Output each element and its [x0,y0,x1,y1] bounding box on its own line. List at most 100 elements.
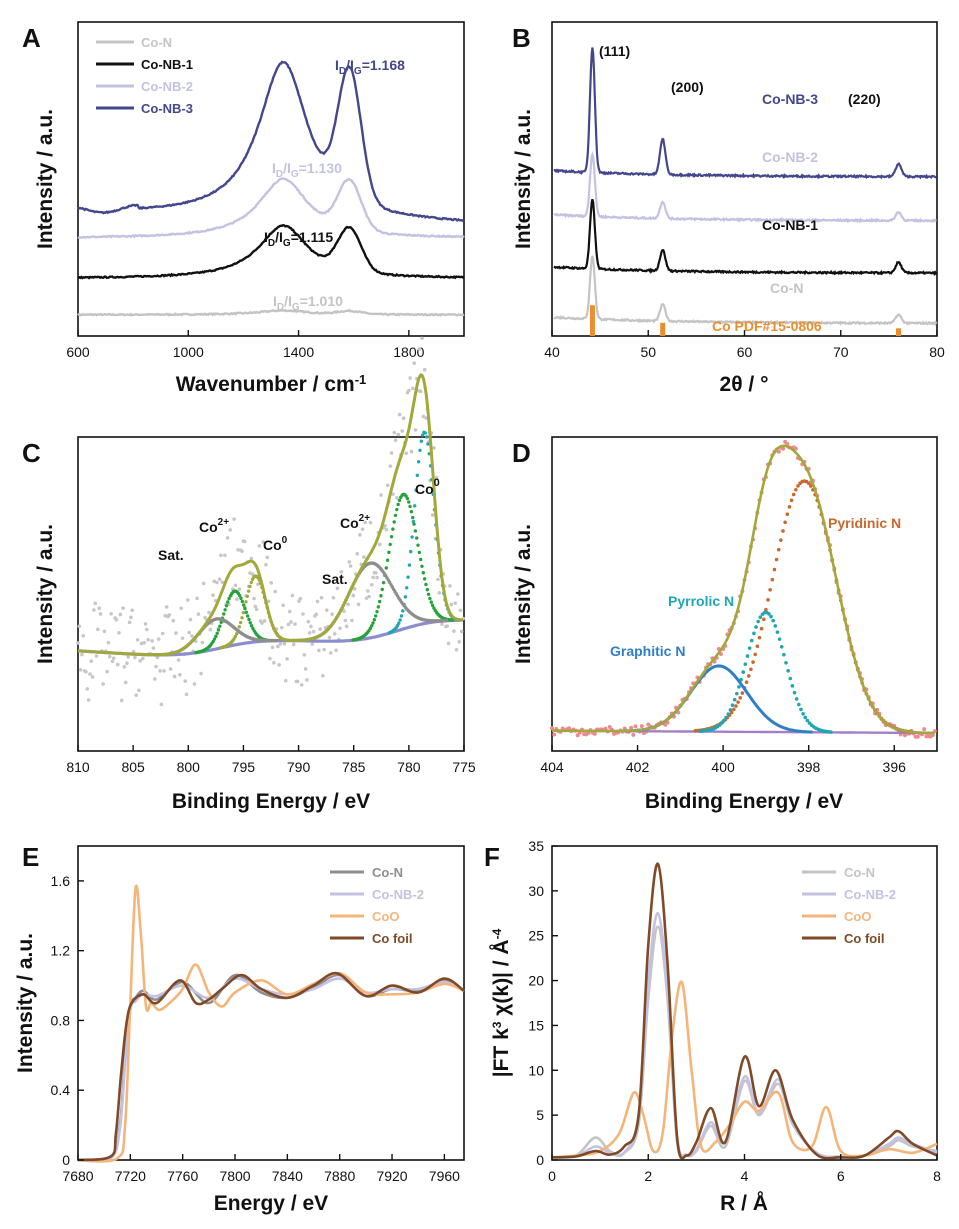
raw-point [370,583,374,587]
raw-point [125,661,129,666]
panel-a-curves [77,60,465,317]
raw-point [421,414,426,419]
raw-point [196,612,201,616]
raw-point [355,551,360,556]
panel-a-label: A [22,23,41,53]
panel-c-label: C [22,438,41,468]
raw-point [383,524,387,528]
raw-point [262,619,267,623]
raw-point [413,428,418,432]
panel-f-y-tick-label: 35 [528,838,544,854]
raw-point [77,624,82,629]
panel-e-x-tick-label: 7880 [324,1168,355,1184]
xanes-line-1 [77,977,465,1163]
component-dot [406,575,410,579]
component-dot [430,603,435,608]
raw-point [322,647,326,652]
panel-e-x-tick-label: 7720 [115,1168,146,1184]
component-dot [428,596,432,601]
component-dot [764,607,768,612]
component-dot [226,600,230,604]
component-dot [377,599,382,604]
component-dot [239,596,243,601]
pdf-stick-1 [660,322,666,336]
ann-co0-32: Co0 [415,477,440,497]
legend-item: Co foil [844,931,884,946]
raw-point [141,656,145,661]
raw-point [228,528,232,532]
raw-point [89,659,94,663]
xanes-line-0 [77,973,465,1163]
component-dot [420,433,425,437]
raw-point [315,599,320,604]
raw-point [282,641,287,646]
panel-e-frame [77,845,465,1161]
panel-a-xlabel: Wavenumber / cm-1 [176,372,367,396]
raman-line-3 [77,60,465,223]
component-dot [404,494,408,498]
panel-e: E 7680 7720 7760 7800 7840 7880 7920 7960 00.40… [14,842,465,1215]
raman-line-1 [77,223,465,280]
panel-e-x-tick-label: 7800 [219,1168,250,1184]
raw-point [84,669,88,674]
raw-point [396,432,401,437]
component-dot [237,593,242,598]
peak-111: (111) [599,43,630,59]
raw-point [363,520,367,525]
raw-point [162,669,166,673]
raw-point [225,536,230,540]
component-dot [783,520,787,525]
raw-point [233,583,238,588]
raw-point [145,627,149,632]
component-dot [797,702,801,707]
legend-co-n: Co-N [141,35,172,50]
raw-point [151,646,156,650]
component-dot [732,707,736,712]
panel-f-ylabel: |FT k3 χ(k)| / Å-4 [489,928,513,1077]
panel-b-curves [553,47,938,336]
raw-point [331,595,336,600]
component-dot [410,535,414,539]
component-dot [413,504,417,508]
raw-point [172,674,177,679]
raw-point [110,659,115,664]
raw-point [190,634,194,638]
component-dot [796,484,800,488]
panel-f-y-tick-label: 25 [528,928,544,944]
raw-point [631,732,636,737]
raw-point [207,610,211,615]
component-dot [413,529,418,533]
component-dot [735,691,739,696]
n1s-envelope [552,444,935,735]
component-dot [389,534,394,539]
component-dot [754,625,758,629]
raw-point [86,698,91,702]
component-dot [426,442,430,446]
panel-f-xticks: 0 2 4 6 8 [548,1154,941,1184]
panel-c-x-tick-label: 775 [452,759,476,775]
component-dot [375,609,379,614]
raw-point [270,645,275,650]
raw-point [168,667,173,671]
legend-item: Co-N [372,865,403,880]
raw-point [395,496,399,500]
panel-d-curves [550,439,937,739]
component-dot [411,515,415,520]
raw-point [306,619,311,624]
raman-line-2 [77,177,465,240]
raw-point [348,564,353,568]
component-dot [214,634,218,639]
component-dot [749,638,754,643]
raw-point [338,626,342,631]
panel-a-x-tick-label: 1400 [283,344,314,360]
component-dot [424,582,428,587]
raw-point [607,725,612,730]
raw-point [119,698,124,703]
raw-point [457,640,461,644]
panel-b-label: B [512,23,531,53]
component-dot [751,660,755,664]
panel-c-x-tick-label: 785 [342,759,366,775]
component-dot [384,566,388,570]
raw-point [781,446,785,451]
component-dot [738,696,743,700]
